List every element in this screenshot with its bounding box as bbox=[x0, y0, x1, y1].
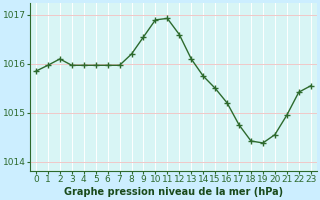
X-axis label: Graphe pression niveau de la mer (hPa): Graphe pression niveau de la mer (hPa) bbox=[64, 187, 283, 197]
